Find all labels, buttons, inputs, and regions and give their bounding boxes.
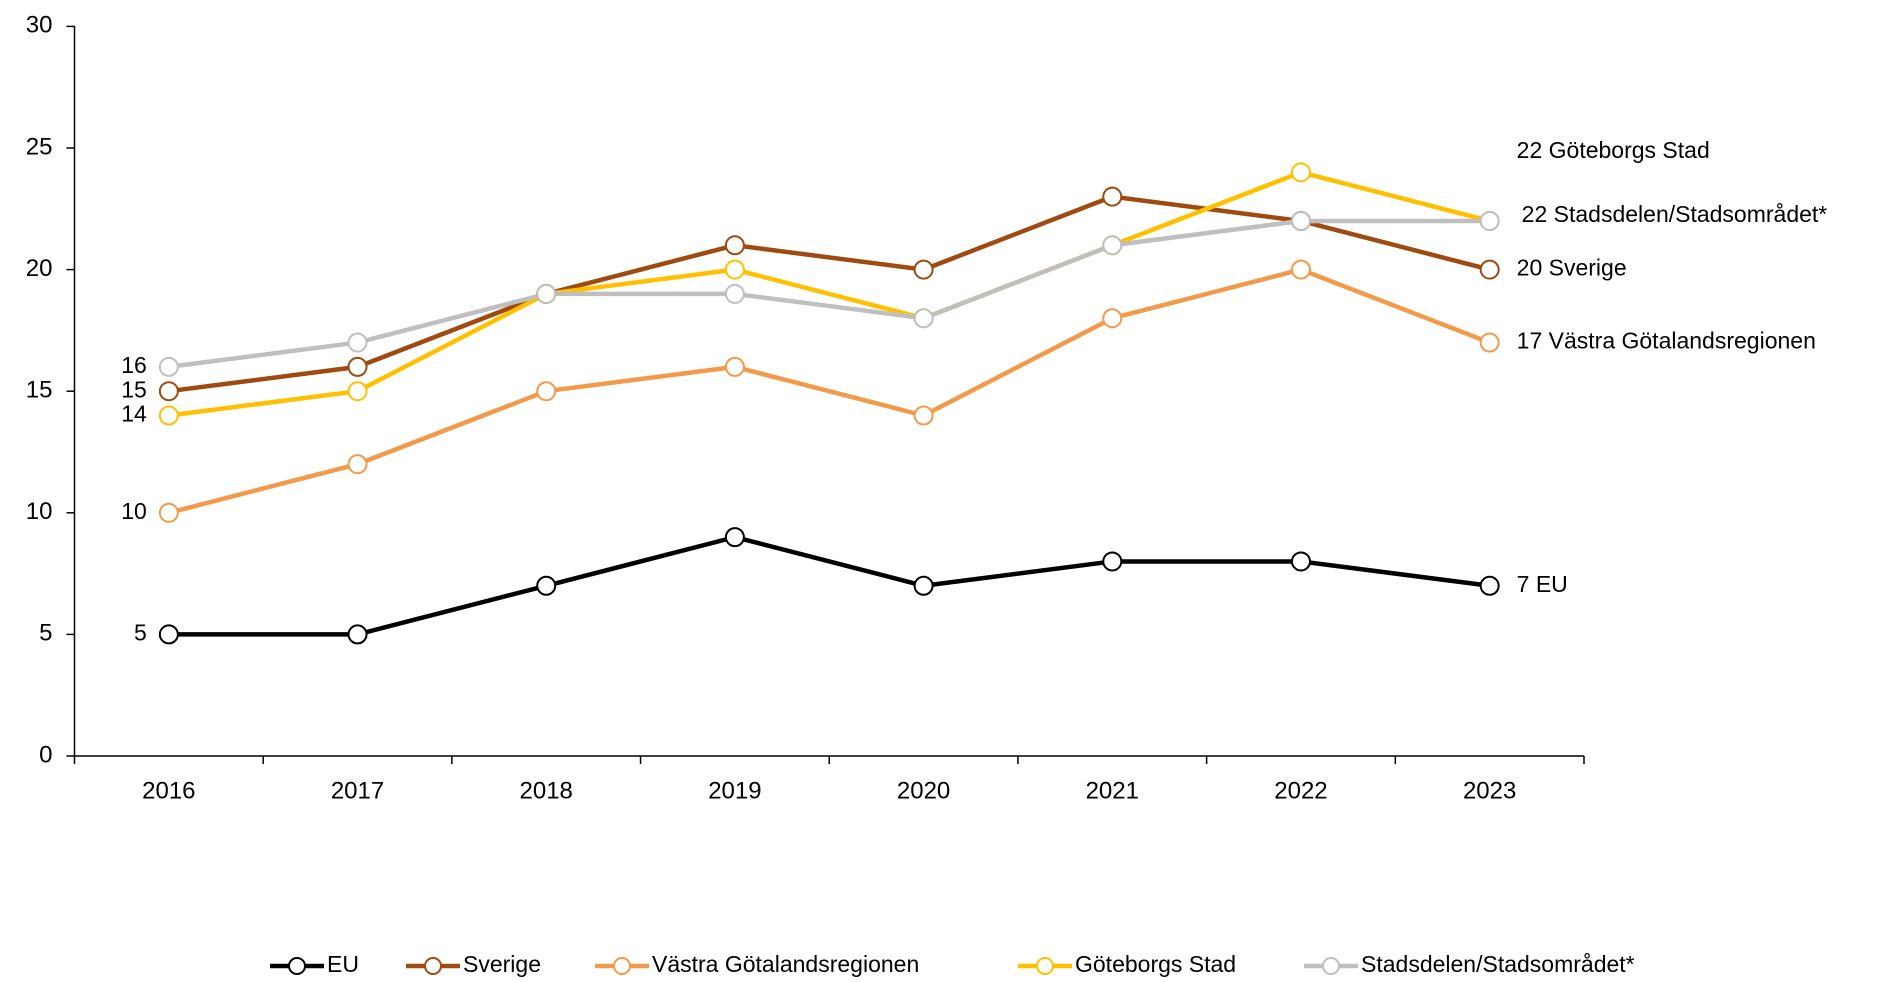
legend-label: Västra Götalandsregionen bbox=[652, 951, 919, 977]
marker bbox=[158, 356, 179, 377]
start-label: 5 bbox=[134, 619, 147, 645]
end-label-value: 20 bbox=[1517, 255, 1543, 281]
marker bbox=[1290, 259, 1311, 280]
end-label: 20 Sverige bbox=[1517, 255, 1627, 281]
end-label-name: Göteborgs Stad bbox=[1549, 137, 1710, 163]
marker bbox=[913, 259, 934, 280]
marker bbox=[158, 624, 179, 645]
marker bbox=[1479, 210, 1500, 231]
marker bbox=[1102, 308, 1123, 329]
marker bbox=[724, 235, 745, 256]
marker bbox=[1102, 235, 1123, 256]
marker bbox=[1102, 551, 1123, 572]
x-tick-label: 2020 bbox=[897, 777, 950, 804]
marker bbox=[347, 624, 368, 645]
marker bbox=[913, 308, 934, 329]
marker bbox=[1290, 551, 1311, 572]
legend-marker bbox=[424, 957, 442, 975]
end-label-value: 22 bbox=[1517, 137, 1543, 163]
legend-marker bbox=[1322, 957, 1340, 975]
marker bbox=[158, 405, 179, 426]
series-line bbox=[168, 170, 1491, 418]
y-tick-label: 10 bbox=[26, 498, 53, 525]
start-label: 14 bbox=[121, 401, 147, 427]
legend-marker bbox=[1036, 957, 1054, 975]
x-tick-label: 2021 bbox=[1086, 777, 1139, 804]
marker bbox=[1479, 259, 1500, 280]
end-label-value: 17 bbox=[1517, 328, 1543, 354]
marker bbox=[347, 356, 368, 377]
marker bbox=[1479, 575, 1500, 596]
end-label: 17 Västra Götalandsregionen bbox=[1517, 328, 1816, 354]
marker bbox=[536, 381, 557, 402]
marker bbox=[347, 332, 368, 353]
end-label: 22 Stadsdelen/Stadsområdet* bbox=[1522, 201, 1828, 227]
marker bbox=[1479, 332, 1500, 353]
legend-marker bbox=[288, 957, 306, 975]
series-line bbox=[168, 194, 1491, 394]
marker bbox=[1290, 210, 1311, 231]
marker bbox=[347, 381, 368, 402]
x-tick-label: 2023 bbox=[1463, 777, 1516, 804]
y-tick-label: 25 bbox=[26, 133, 53, 160]
marker bbox=[913, 575, 934, 596]
y-tick-label: 30 bbox=[26, 12, 53, 39]
y-tick-label: 15 bbox=[26, 377, 53, 404]
x-tick-label: 2018 bbox=[520, 777, 573, 804]
marker bbox=[724, 259, 745, 280]
marker bbox=[347, 454, 368, 475]
legend-label: Göteborgs Stad bbox=[1075, 951, 1236, 977]
marker bbox=[158, 381, 179, 402]
marker bbox=[1290, 162, 1311, 183]
end-label-name: EU bbox=[1536, 571, 1568, 597]
marker bbox=[1102, 186, 1123, 207]
marker bbox=[913, 405, 934, 426]
marker bbox=[724, 356, 745, 377]
end-label-name: Västra Götalandsregionen bbox=[1549, 328, 1816, 354]
end-label: 22 Göteborgs Stad bbox=[1517, 137, 1710, 163]
start-label: 16 bbox=[121, 352, 147, 378]
end-label-value: 22 bbox=[1522, 201, 1548, 227]
start-label: 10 bbox=[121, 498, 147, 524]
marker bbox=[536, 283, 557, 304]
start-label: 15 bbox=[121, 376, 147, 402]
marker bbox=[536, 575, 557, 596]
x-tick-label: 2019 bbox=[708, 777, 761, 804]
x-tick-label: 2016 bbox=[142, 777, 195, 804]
x-tick-label: 2022 bbox=[1274, 777, 1327, 804]
end-label-name: Sverige bbox=[1549, 255, 1627, 281]
legend-label: Stadsdelen/Stadsområdet* bbox=[1361, 951, 1635, 977]
end-label: 7 EU bbox=[1517, 571, 1568, 597]
end-label-value: 7 bbox=[1517, 571, 1530, 597]
legend-label: Sverige bbox=[463, 951, 541, 977]
series-line bbox=[168, 218, 1490, 370]
x-tick-label: 2017 bbox=[331, 777, 384, 804]
legend-marker bbox=[613, 957, 631, 975]
legend-label: EU bbox=[327, 951, 359, 977]
y-tick-label: 20 bbox=[26, 255, 53, 282]
series-line bbox=[168, 267, 1491, 515]
y-tick-label: 0 bbox=[39, 741, 52, 768]
marker bbox=[158, 502, 179, 523]
marker bbox=[724, 527, 745, 548]
y-tick-label: 5 bbox=[39, 620, 52, 647]
end-label-name: Stadsdelen/Stadsområdet* bbox=[1554, 201, 1828, 227]
series-line bbox=[168, 534, 1490, 637]
marker bbox=[724, 283, 745, 304]
